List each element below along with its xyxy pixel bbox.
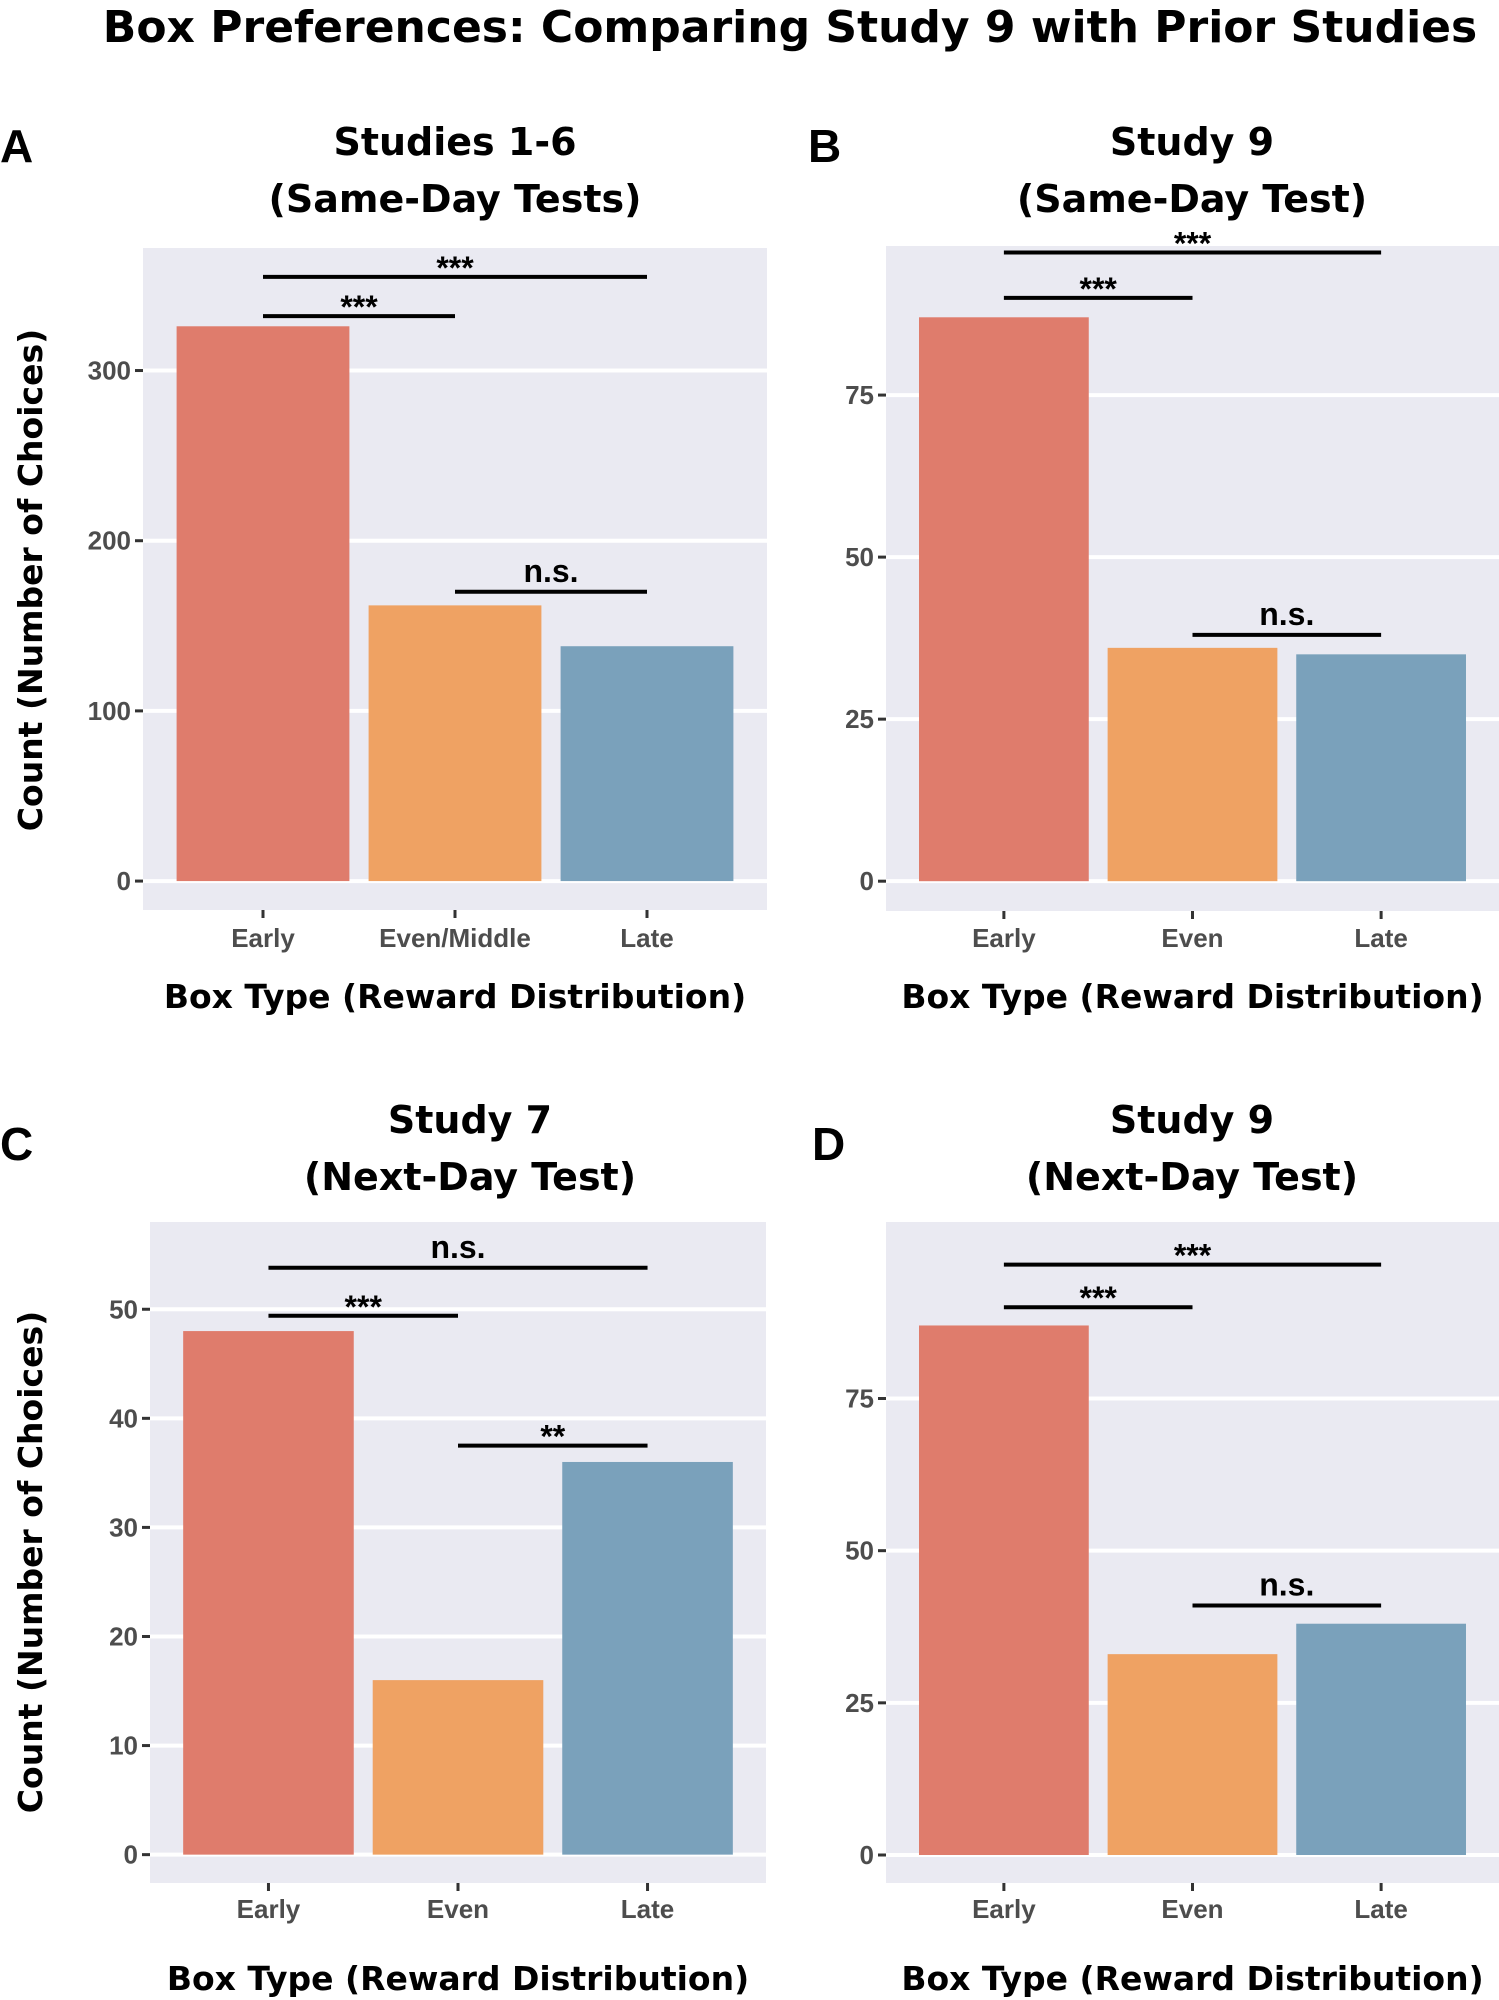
x-tick-label: Late	[1354, 923, 1407, 953]
significance-label: n.s.	[1259, 1566, 1314, 1602]
y-tick-label: 0	[117, 866, 131, 896]
x-tick-label: Early	[231, 923, 295, 953]
bar-even-middle	[368, 605, 542, 882]
y-tick-label: 50	[845, 542, 874, 572]
significance-label: ***	[436, 250, 474, 286]
x-axis-title: Box Type (Reward Distribution)	[901, 977, 1483, 1016]
panel-b: B Study 9 (Same-Day Test) 0 25 50 75 Early Even L…	[808, 120, 1499, 1016]
bar-even	[372, 1680, 544, 1855]
x-tick-label: Even	[427, 1894, 489, 1924]
panel-subtitle: (Next-Day Test)	[304, 1155, 636, 1199]
x-axis-title: Box Type (Reward Distribution)	[167, 1959, 749, 1998]
significance-label: ***	[1174, 1238, 1212, 1274]
y-tick-label: 0	[124, 1840, 138, 1870]
x-tick-label: Late	[1354, 1894, 1407, 1924]
significance-label: n.s.	[430, 1229, 485, 1265]
panel-subtitle: (Same-Day Test)	[1017, 177, 1367, 221]
y-tick-label: 30	[109, 1512, 138, 1542]
y-tick-label: 20	[109, 1621, 138, 1651]
significance-label: ***	[345, 1289, 383, 1325]
y-tick-label: 40	[109, 1403, 138, 1433]
panel-subtitle: (Next-Day Test)	[1026, 1155, 1358, 1199]
panel-title: Study 9	[1110, 1098, 1274, 1142]
significance-label: ***	[1080, 271, 1118, 307]
y-tick-label: 0	[860, 1840, 874, 1870]
y-axis-title: Count (Number of Choices)	[11, 329, 50, 831]
panel-letter: B	[808, 120, 841, 172]
bar-early	[919, 1325, 1089, 1856]
significance-label: n.s.	[1259, 596, 1314, 632]
bar-late	[562, 1461, 733, 1855]
x-tick-label: Early	[972, 923, 1036, 953]
bar-late	[1296, 654, 1466, 882]
significance-label: ***	[340, 289, 378, 325]
x-axis-title: Box Type (Reward Distribution)	[164, 977, 746, 1016]
x-tick-label: Late	[621, 1894, 674, 1924]
panel-letter: D	[812, 1118, 845, 1170]
panel-title: Studies 1-6	[333, 120, 576, 164]
x-tick-label: Even	[1161, 923, 1223, 953]
figure-title: Box Preferences: Comparing Study 9 with …	[103, 2, 1477, 53]
bar-early	[176, 326, 350, 882]
bar-early	[183, 1331, 354, 1855]
y-tick-label: 50	[109, 1294, 138, 1324]
panel-title: Study 9	[1110, 120, 1274, 164]
y-tick-label: 50	[845, 1536, 874, 1566]
x-tick-label: Early	[237, 1894, 301, 1924]
significance-label: **	[540, 1419, 565, 1455]
x-tick-label: Early	[972, 1894, 1036, 1924]
y-tick-label: 200	[88, 526, 131, 556]
y-tick-label: 25	[845, 704, 874, 734]
panel-c: C Study 7 (Next-Day Test) 0 10 20 30 40 50 Early E…	[0, 1098, 766, 1998]
y-tick-label: 300	[88, 356, 131, 386]
y-tick-label: 75	[845, 380, 874, 410]
panel-d: D Study 9 (Next-Day Test) 0 25 50 75 Early Even L…	[812, 1098, 1499, 1998]
panel-letter: C	[0, 1118, 33, 1170]
y-axis-title: Count (Number of Choices)	[11, 1311, 50, 1813]
bar-early	[919, 317, 1089, 882]
panel-title: Study 7	[388, 1098, 552, 1142]
significance-label: ***	[1174, 225, 1212, 261]
x-axis-title: Box Type (Reward Distribution)	[901, 1959, 1483, 1998]
panel-subtitle: (Same-Day Tests)	[269, 177, 642, 221]
y-tick-label: 10	[109, 1731, 138, 1761]
panel-a: A Studies 1-6 (Same-Day Tests) 0 100 200 300 Ea…	[0, 120, 767, 1016]
panel-letter: A	[0, 120, 33, 172]
significance-label: n.s.	[523, 553, 578, 589]
y-tick-label: 75	[845, 1384, 874, 1414]
bar-late	[1296, 1623, 1466, 1856]
y-tick-label: 100	[88, 696, 131, 726]
bar-even	[1107, 647, 1278, 882]
bar-late	[560, 646, 734, 882]
x-tick-label: Even	[1161, 1894, 1223, 1924]
bar-even	[1107, 1654, 1278, 1856]
x-tick-label: Even/Middle	[379, 923, 531, 953]
x-tick-label: Late	[620, 923, 673, 953]
y-tick-label: 0	[860, 866, 874, 896]
significance-label: ***	[1080, 1280, 1118, 1316]
y-tick-label: 25	[845, 1688, 874, 1718]
